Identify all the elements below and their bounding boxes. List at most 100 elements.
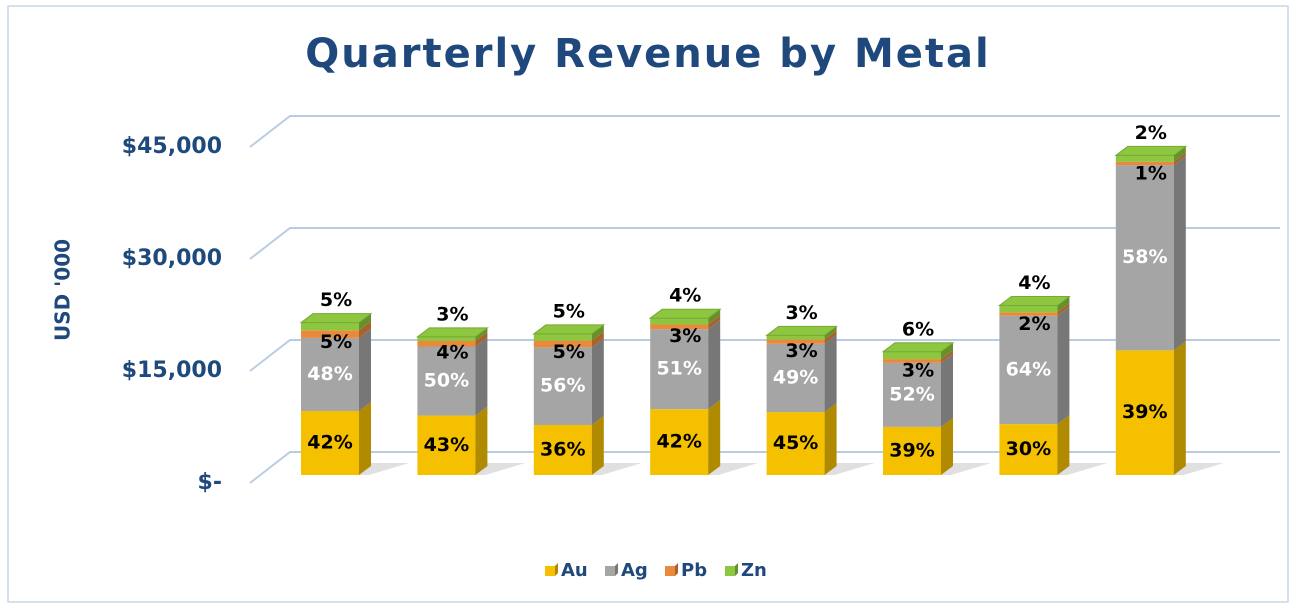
grid-line xyxy=(249,227,1280,260)
bar-side xyxy=(941,353,953,427)
bar-side xyxy=(1173,146,1186,162)
bar-side xyxy=(708,400,721,475)
data-label: 42% xyxy=(307,432,352,454)
bar-segment xyxy=(533,333,592,341)
bar-top xyxy=(299,313,373,324)
bar-side xyxy=(824,326,837,340)
bar-segment xyxy=(999,305,1058,313)
bar-side xyxy=(708,315,721,330)
legend-swatch xyxy=(665,566,675,576)
bar-segment xyxy=(999,315,1058,425)
bar-segment xyxy=(533,424,592,475)
bar-top xyxy=(997,296,1071,307)
bar-segment xyxy=(1115,350,1174,475)
bar-segment xyxy=(1115,165,1174,351)
bar-segment xyxy=(417,336,476,341)
data-label: 5% xyxy=(320,331,352,353)
data-label: 4% xyxy=(436,341,468,363)
bar-segment xyxy=(301,330,359,338)
bar-side xyxy=(475,327,488,341)
data-label: 36% xyxy=(540,438,585,460)
bar-segment xyxy=(766,412,825,475)
bar-segment xyxy=(650,329,709,410)
y-tick-label: $15,000 xyxy=(122,358,222,383)
bar-side xyxy=(941,417,953,475)
bar-side xyxy=(1057,306,1070,425)
legend-swatch-side xyxy=(675,563,678,576)
bar-side xyxy=(591,415,604,475)
bar-segment xyxy=(766,335,825,340)
data-label: 50% xyxy=(424,370,469,392)
data-label: 3% xyxy=(436,303,468,325)
y-tick-label: $30,000 xyxy=(122,246,222,271)
bar-side xyxy=(359,321,371,338)
bar-side xyxy=(824,330,837,344)
bar-segment xyxy=(650,324,709,330)
bar-segment xyxy=(1115,155,1174,162)
bar-side xyxy=(475,406,488,475)
data-label: 3% xyxy=(902,360,934,382)
legend-label: Pb xyxy=(681,560,707,581)
y-tick-label: $- xyxy=(198,470,222,495)
data-label: 4% xyxy=(1018,272,1050,294)
bar-segment xyxy=(883,362,941,427)
bar-side xyxy=(1057,303,1070,316)
data-label: 2% xyxy=(1018,313,1050,335)
bar-segment xyxy=(766,343,825,413)
data-label: 56% xyxy=(540,375,585,397)
bar-side xyxy=(359,313,371,331)
bar-segment xyxy=(417,346,476,416)
bar-segment xyxy=(417,340,476,347)
bar-side xyxy=(591,338,604,425)
data-label: 6% xyxy=(902,318,934,340)
bar-segment xyxy=(883,426,941,475)
bar-segment xyxy=(417,415,476,475)
bar-segment xyxy=(301,411,359,475)
y-tick-label: $45,000 xyxy=(122,134,222,159)
bar-side xyxy=(708,320,721,410)
bar-top xyxy=(532,324,606,335)
bar-side xyxy=(1057,415,1070,475)
bar-segment xyxy=(883,351,941,360)
data-label: 51% xyxy=(656,358,701,380)
legend-swatch xyxy=(545,566,555,576)
legend-swatch xyxy=(605,566,615,576)
data-label: 43% xyxy=(424,434,469,456)
bar-segment xyxy=(301,322,359,331)
data-label: 30% xyxy=(1006,438,1051,460)
bar-side xyxy=(824,403,837,475)
legend-label: Au xyxy=(561,560,588,581)
grid-line xyxy=(249,339,1280,372)
bar-side xyxy=(1173,152,1186,166)
bar-segment xyxy=(1115,161,1174,166)
data-label: 39% xyxy=(889,439,934,461)
data-label: 42% xyxy=(656,431,701,453)
bar-top xyxy=(765,325,839,336)
data-label: 3% xyxy=(669,325,701,347)
legend-swatch-side xyxy=(735,563,738,576)
data-label: 5% xyxy=(553,341,585,363)
bar-top xyxy=(1114,145,1188,156)
data-label: 5% xyxy=(320,289,352,311)
bar-side xyxy=(1173,156,1186,351)
grid-line xyxy=(249,115,1280,148)
bar-side xyxy=(941,350,953,363)
data-label: 5% xyxy=(553,300,585,322)
legend-label: Zn xyxy=(741,560,767,581)
bar-side xyxy=(824,334,837,413)
bar-top xyxy=(415,327,489,338)
bar-side xyxy=(591,331,604,348)
bar-top xyxy=(648,308,722,319)
data-label: 3% xyxy=(785,302,817,324)
chart-title: Quarterly Revenue by Metal xyxy=(305,31,990,77)
bar-side xyxy=(475,331,488,347)
y-axis-label: USD '000 xyxy=(51,239,75,341)
data-label: 48% xyxy=(307,363,352,385)
bar-segment xyxy=(999,312,1058,316)
data-label: 52% xyxy=(889,383,934,405)
bar-side xyxy=(359,328,371,412)
data-label: 4% xyxy=(669,285,701,307)
bar-segment xyxy=(883,359,941,363)
data-label: 64% xyxy=(1006,358,1051,380)
